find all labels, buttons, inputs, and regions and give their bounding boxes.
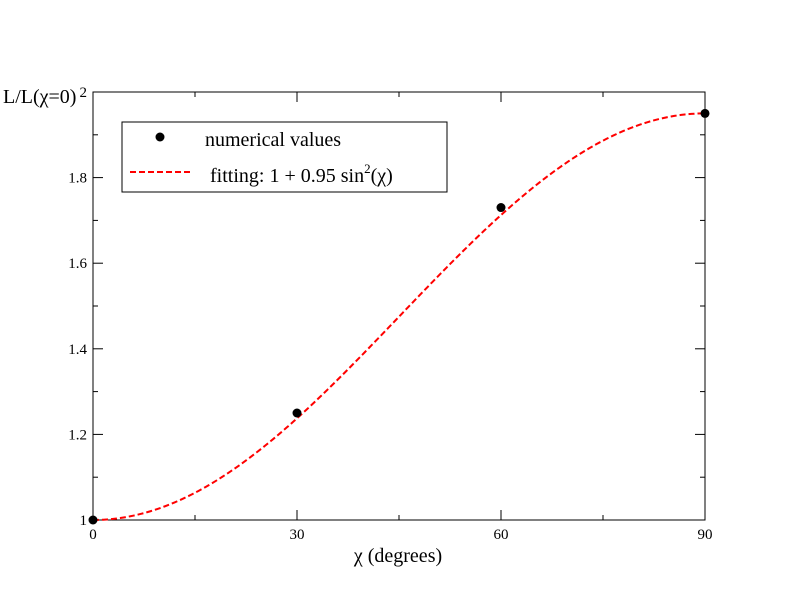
y-axis-label: L/L(χ=0) [3,86,76,108]
legend-label-numerical: numerical values [205,129,341,151]
x-tick-label: 0 [89,527,97,543]
y-tick-label: 1 [80,513,88,529]
legend-label-fitting-superscript: 2 [364,161,371,176]
tick-labels: 0 30 60 90 1 1.2 1.4 1.6 1.8 2 [68,85,712,543]
x-tick-label: 90 [698,527,713,543]
x-tick-label: 60 [494,527,509,543]
data-points [88,108,710,525]
legend-marker-numerical [155,132,165,142]
data-point [700,108,710,118]
y-tick-label: 1.6 [68,256,87,272]
legend-label-fitting-main: fitting: 1 + 0.95 sin [210,165,364,187]
y-tick-label: 1.2 [68,427,87,443]
x-axis-label: χ (degrees) [353,545,442,567]
axis-ticks [92,91,706,521]
data-point [292,408,302,418]
data-point [88,515,98,525]
y-tick-label: 1.4 [68,342,87,358]
legend-box [121,121,448,193]
x-tick-label: 30 [290,527,305,543]
y-tick-label: 2 [80,85,88,101]
legend: numerical values fitting: 1 + 0.95 sin2(… [121,121,448,193]
y-tick-label: 1.8 [68,171,87,187]
legend-label-fitting-suffix: (χ) [371,165,393,187]
data-point [496,203,506,213]
legend-label-fitting: fitting: 1 + 0.95 sin2(χ) [210,161,393,187]
